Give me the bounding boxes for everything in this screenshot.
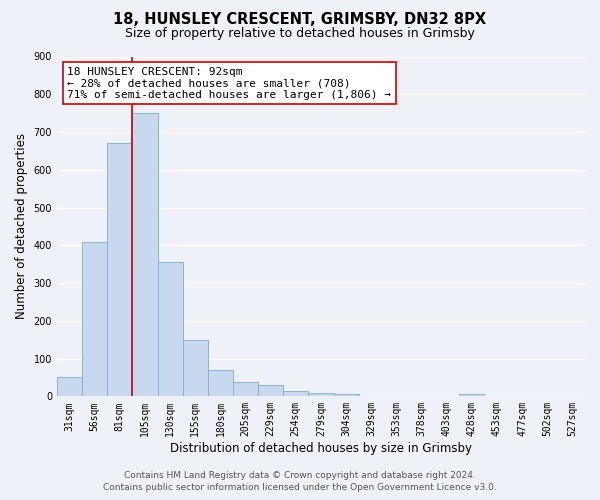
Text: 18, HUNSLEY CRESCENT, GRIMSBY, DN32 8PX: 18, HUNSLEY CRESCENT, GRIMSBY, DN32 8PX <box>113 12 487 28</box>
Bar <box>308 392 334 396</box>
Text: 18 HUNSLEY CRESCENT: 92sqm
← 28% of detached houses are smaller (708)
71% of sem: 18 HUNSLEY CRESCENT: 92sqm ← 28% of deta… <box>67 66 391 100</box>
Y-axis label: Number of detached properties: Number of detached properties <box>15 134 28 320</box>
Text: Contains HM Land Registry data © Crown copyright and database right 2024.
Contai: Contains HM Land Registry data © Crown c… <box>103 471 497 492</box>
Bar <box>283 390 308 396</box>
Bar <box>133 113 158 397</box>
Bar <box>107 144 133 396</box>
X-axis label: Distribution of detached houses by size in Grimsby: Distribution of detached houses by size … <box>170 442 472 455</box>
Bar <box>233 382 258 396</box>
Bar <box>258 385 283 396</box>
Bar <box>82 242 107 396</box>
Bar <box>459 394 484 396</box>
Bar <box>334 394 359 396</box>
Text: Size of property relative to detached houses in Grimsby: Size of property relative to detached ho… <box>125 28 475 40</box>
Bar <box>208 370 233 396</box>
Bar <box>57 378 82 396</box>
Bar <box>182 340 208 396</box>
Bar <box>158 262 182 396</box>
